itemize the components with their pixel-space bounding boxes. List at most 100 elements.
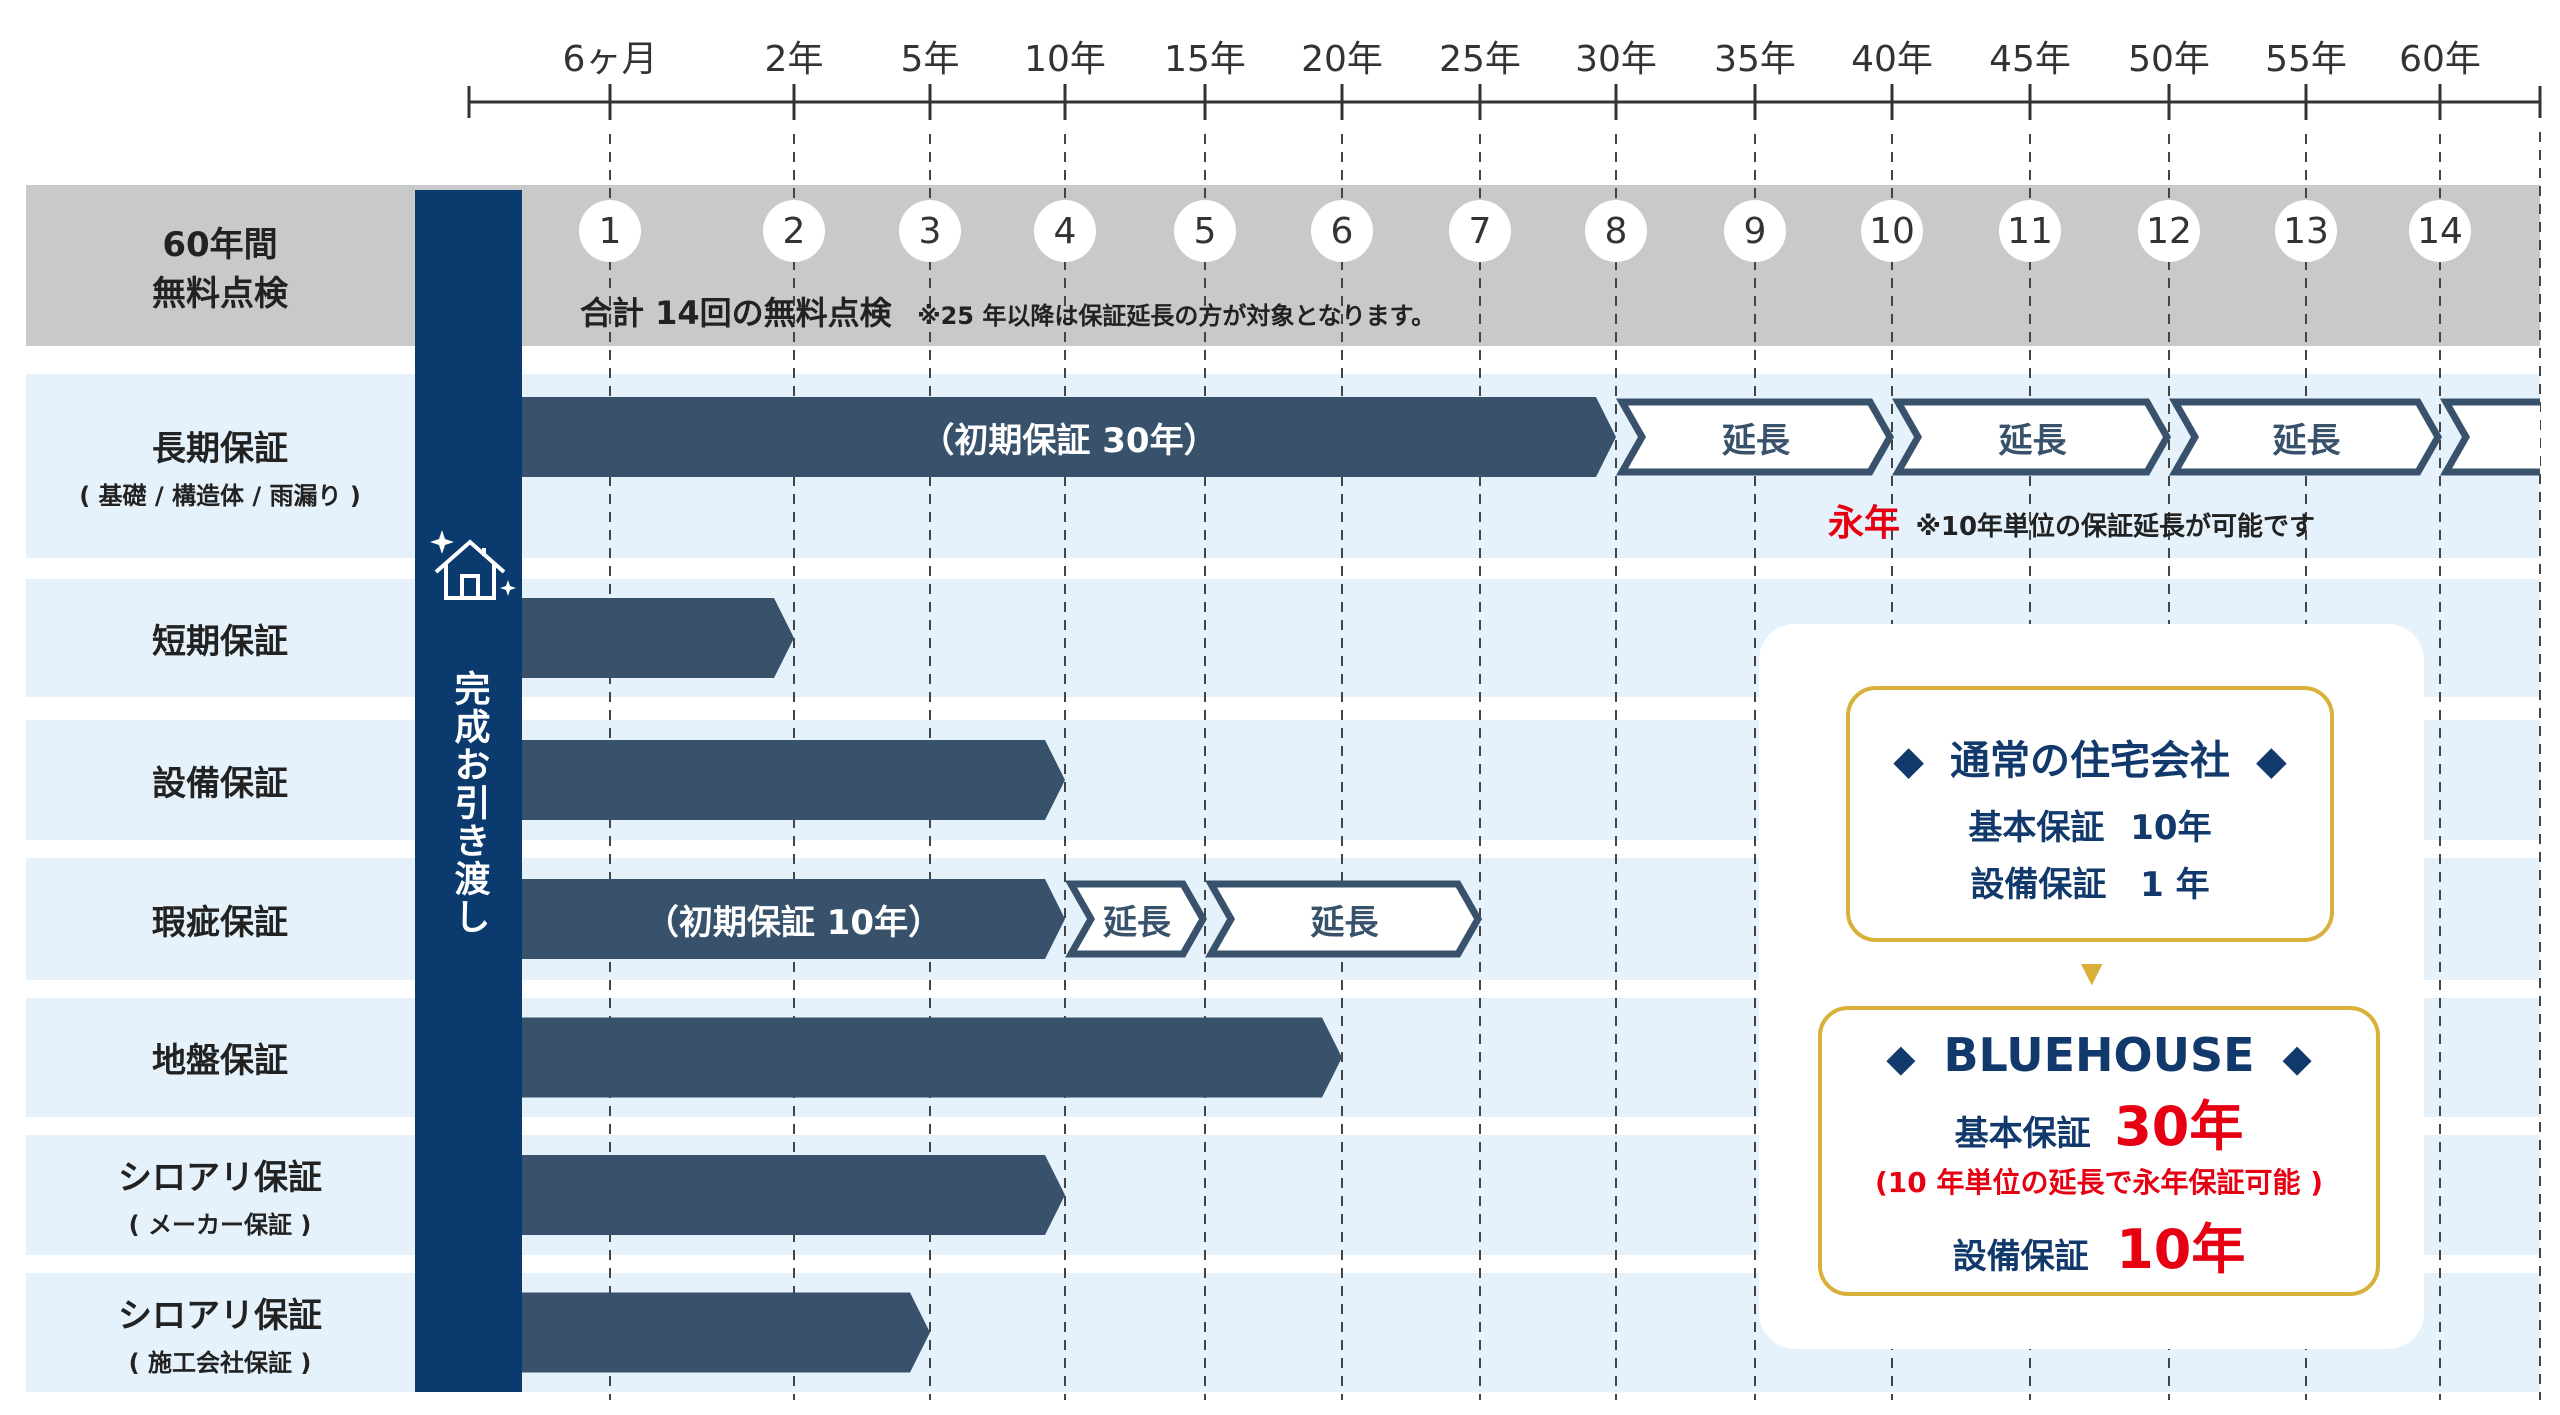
row-label-main: シロアリ保証 xyxy=(118,1295,322,1336)
bluehouse-basic-value: 30年 xyxy=(2114,1095,2244,1158)
normal-equipment: 設備保証 1 年 xyxy=(1850,857,2330,906)
normal-company-box: ◆ 通常の住宅会社 ◆ 基本保証 10年 設備保証 1 年 xyxy=(1846,686,2334,942)
warranty-bar xyxy=(522,740,1065,820)
inspection-number: 9 xyxy=(1724,200,1786,262)
handover-label: 完成お引き渡し xyxy=(448,670,490,936)
bluehouse-equipment-value: 10年 xyxy=(2116,1218,2246,1281)
comparison-panel: ◆ 通常の住宅会社 ◆ 基本保証 10年 設備保証 1 年 ▼ ◆ BLUEHO… xyxy=(1759,624,2424,1349)
inspection-note: ※25 年以降は保証延長の方が対象となります。 xyxy=(917,302,1436,330)
bluehouse-equipment: 設備保証 10年 xyxy=(1822,1205,2376,1284)
row-label: 地盤保証 xyxy=(26,998,414,1117)
bluehouse-basic-label: 基本保証 xyxy=(1954,1114,2091,1154)
extension-label: 延長 xyxy=(1998,420,2067,461)
extension-chevron xyxy=(2168,398,2443,476)
row-label-sub: ( 施工会社保証 ) xyxy=(128,1348,312,1377)
inspection-number: 4 xyxy=(1034,200,1096,262)
inspection-summary: 合計 14回の無料点検 ※25 年以降は保証延長の方が対象となります。 xyxy=(580,288,1435,334)
normal-equipment-value: 1 年 xyxy=(2140,865,2210,905)
inspection-summary-text: 合計 14回の無料点検 xyxy=(580,294,892,332)
tick-label: 25年 xyxy=(1439,39,1521,80)
extension-label: 延長 xyxy=(1722,420,1790,461)
bar-label: （初期保証 10年） xyxy=(644,902,943,943)
normal-basic-value: 10年 xyxy=(2130,808,2212,848)
tick-label: 2年 xyxy=(764,39,824,80)
extension-chevron xyxy=(1891,398,2172,476)
row-label: 短期保証 xyxy=(26,579,414,697)
normal-company-title-text: 通常の住宅会社 xyxy=(1950,738,2230,784)
perpetual-note: 永年 ※10年単位の保証延長が可能です xyxy=(1828,494,2315,546)
tick-label: 20年 xyxy=(1301,39,1383,80)
tick-label: 35年 xyxy=(1714,39,1796,80)
inspection-number: 1 xyxy=(579,200,641,262)
extension-label: 延長 xyxy=(1310,902,1379,943)
inspection-number: 6 xyxy=(1311,200,1373,262)
inspection-number: 7 xyxy=(1449,200,1511,262)
inspection-number: 14 xyxy=(2409,200,2471,262)
row-label: 瑕疵保証 xyxy=(26,858,414,980)
inspection-number: 12 xyxy=(2138,200,2200,262)
tick-label: 50年 xyxy=(2128,39,2210,80)
tick-label: 15年 xyxy=(1164,39,1246,80)
tick-label: 40年 xyxy=(1851,39,1933,80)
row-label-main: 設備保証 xyxy=(152,763,288,804)
tick-label: 30年 xyxy=(1575,39,1657,80)
tick-label: 60年 xyxy=(2399,39,2481,80)
row-label-sub: ( メーカー保証 ) xyxy=(128,1211,312,1239)
extension-chevron xyxy=(2439,398,2540,476)
bluehouse-basic-note: (10 年単位の延長で永年保証可能 ) xyxy=(1874,1166,2324,1199)
tick-label: 5年 xyxy=(900,39,960,80)
warranty-bar xyxy=(522,1155,1065,1235)
extension-chevron xyxy=(1615,398,1895,476)
normal-company-title: ◆ 通常の住宅会社 ◆ xyxy=(1850,728,2330,786)
row-label: 設備保証 xyxy=(26,720,414,840)
warranty-bar xyxy=(522,1017,1342,1098)
inspection-number: 10 xyxy=(1861,200,1923,262)
tick-label: 55年 xyxy=(2265,39,2347,80)
extension-label: 延長 xyxy=(1103,902,1171,943)
warranty-bar xyxy=(522,397,1616,477)
bluehouse-basic: 基本保証 30年 xyxy=(1822,1082,2376,1161)
inspection-label: 60年間 無料点検 xyxy=(26,185,414,346)
row-label-main: 長期保証 xyxy=(152,429,288,469)
inspection-label-line2: 無料点検 xyxy=(152,273,288,314)
row-label-main: 短期保証 xyxy=(152,621,288,662)
handover-bar xyxy=(415,190,522,1392)
bluehouse-title-text: BLUEHOUSE xyxy=(1943,1028,2255,1082)
inspection-number: 13 xyxy=(2275,200,2337,262)
inspection-number: 8 xyxy=(1585,200,1647,262)
row-label-sub: ( 基礎 / 構造体 / 雨漏り ) xyxy=(79,482,361,510)
inspection-number: 3 xyxy=(899,200,961,262)
inspection-number: 5 xyxy=(1174,200,1236,262)
normal-basic-label: 基本保証 xyxy=(1968,808,2105,848)
inspection-label-line1: 60年間 xyxy=(162,224,278,265)
row-label: シロアリ保証 ( メーカー保証 ) xyxy=(26,1135,414,1255)
perpetual-note-text: ※10年単位の保証延長が可能です xyxy=(1915,512,2316,542)
tick-label: 6ヶ月 xyxy=(562,39,658,80)
row-label-main: シロアリ保証 xyxy=(118,1158,322,1198)
normal-equipment-label: 設備保証 xyxy=(1970,865,2107,905)
bluehouse-equipment-label: 設備保証 xyxy=(1952,1237,2089,1277)
row-label-main: 瑕疵保証 xyxy=(152,902,288,943)
extension-chevron xyxy=(1064,880,1208,958)
bluehouse-title: ◆ BLUEHOUSE ◆ xyxy=(1822,1028,2376,1082)
extension-chevron xyxy=(1204,880,1483,958)
warranty-bar xyxy=(522,1292,930,1373)
diamond-icon: ◆ xyxy=(1886,1036,1916,1080)
diamond-icon: ◆ xyxy=(2282,1036,2312,1080)
normal-basic: 基本保証 10年 xyxy=(1850,800,2330,849)
warranty-bar xyxy=(522,598,794,678)
inspection-number: 11 xyxy=(1999,200,2061,262)
bluehouse-box: ◆ BLUEHOUSE ◆ 基本保証 30年 (10 年単位の延長で永年保証可能… xyxy=(1818,1006,2380,1296)
diamond-icon: ◆ xyxy=(2255,738,2287,784)
warranty-bar xyxy=(522,879,1065,959)
extension-label: 延長 xyxy=(2272,420,2341,461)
row-label: シロアリ保証 ( 施工会社保証 ) xyxy=(26,1273,414,1392)
row-label-main: 地盤保証 xyxy=(152,1041,288,1081)
inspection-number: 2 xyxy=(763,200,825,262)
row-label: 長期保証 ( 基礎 / 構造体 / 雨漏り ) xyxy=(26,374,414,558)
bar-label: （初期保証 30年） xyxy=(920,420,1218,461)
perpetual-emphasis: 永年 xyxy=(1828,503,1901,544)
tick-label: 10年 xyxy=(1024,39,1106,80)
tick-label: 45年 xyxy=(1989,39,2071,80)
